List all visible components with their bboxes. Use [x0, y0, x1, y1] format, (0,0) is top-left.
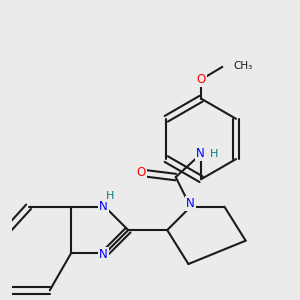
Text: N: N [99, 200, 108, 213]
Text: N: N [196, 147, 205, 160]
Text: N: N [186, 197, 195, 210]
Text: H: H [210, 149, 218, 159]
Text: H: H [105, 191, 114, 201]
Text: O: O [196, 73, 206, 86]
Text: N: N [99, 248, 108, 261]
Text: O: O [136, 166, 146, 179]
Text: CH₃: CH₃ [233, 61, 252, 71]
